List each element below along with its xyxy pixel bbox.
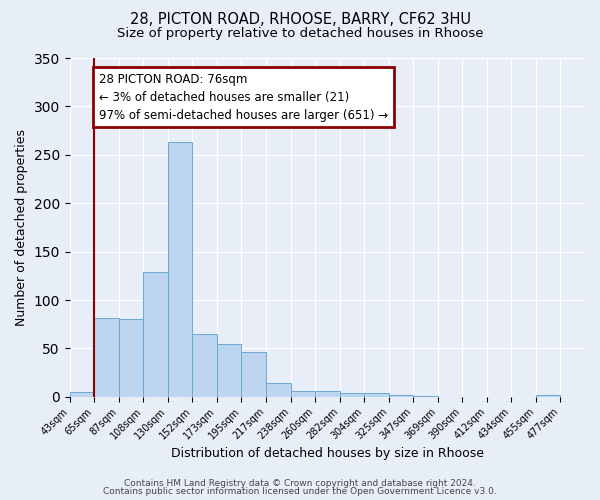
Bar [340,393,364,397]
Text: Contains public sector information licensed under the Open Government Licence v3: Contains public sector information licen… [103,487,497,496]
Text: 28, PICTON ROAD, RHOOSE, BARRY, CF62 3HU: 28, PICTON ROAD, RHOOSE, BARRY, CF62 3HU [130,12,470,28]
Bar [364,393,389,397]
Bar [536,395,560,397]
Text: Size of property relative to detached houses in Rhoose: Size of property relative to detached ho… [117,28,483,40]
Bar [266,384,290,397]
Bar [193,334,217,397]
Text: 28 PICTON ROAD: 76sqm
← 3% of detached houses are smaller (21)
97% of semi-detac: 28 PICTON ROAD: 76sqm ← 3% of detached h… [99,72,388,122]
Bar [217,344,241,397]
Y-axis label: Number of detached properties: Number of detached properties [15,129,28,326]
Bar [168,142,193,397]
Bar [70,392,94,397]
Text: Contains HM Land Registry data © Crown copyright and database right 2024.: Contains HM Land Registry data © Crown c… [124,478,476,488]
Bar [315,391,340,397]
Bar [119,320,143,397]
Bar [290,391,315,397]
Bar [143,272,168,397]
Bar [389,395,413,397]
Bar [94,318,119,397]
Bar [413,396,438,397]
Bar [241,352,266,397]
X-axis label: Distribution of detached houses by size in Rhoose: Distribution of detached houses by size … [171,447,484,460]
